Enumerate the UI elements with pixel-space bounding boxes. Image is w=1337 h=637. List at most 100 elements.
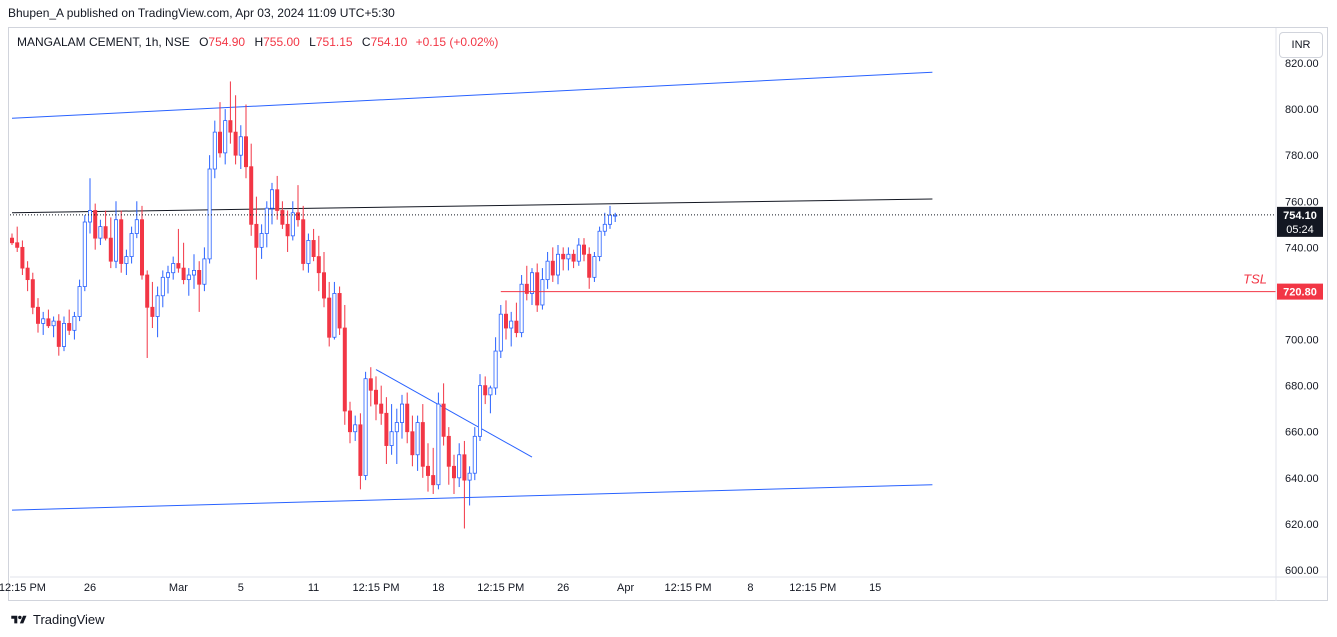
candle (243, 104, 248, 179)
candle-body (327, 297, 332, 338)
y-tick-label: 660.00 (1285, 427, 1319, 439)
candle (228, 81, 233, 144)
candle (51, 316, 56, 338)
candle-body (160, 276, 165, 297)
candle (249, 143, 254, 236)
candle (217, 102, 222, 158)
candle-body (514, 320, 519, 334)
candle (488, 385, 493, 414)
candle-body (254, 223, 259, 248)
candle (519, 275, 524, 338)
x-tick-label: 18 (432, 582, 444, 594)
candle (36, 298, 41, 333)
open-label: O (199, 35, 209, 49)
y-tick-label: 760.00 (1285, 196, 1319, 208)
y-tick-label: 780.00 (1285, 150, 1319, 162)
publish-line: Bhupen_A published on TradingView.com, A… (8, 6, 395, 20)
candle-body (124, 256, 129, 264)
x-tick-label: Mar (169, 582, 188, 594)
candle (608, 205, 613, 229)
candle-body (498, 313, 503, 352)
footer-brand-area: TradingView (10, 612, 105, 627)
candle (477, 374, 482, 441)
candle (259, 224, 264, 259)
candle-body (197, 270, 202, 285)
candle-body (613, 214, 618, 217)
candle-body (524, 283, 529, 294)
candle-body (389, 431, 394, 446)
candle (10, 233, 14, 246)
candle (145, 270, 150, 358)
candle (613, 212, 618, 223)
candle-body (306, 240, 311, 264)
candle (46, 309, 51, 329)
candle (353, 415, 358, 441)
candle (415, 415, 420, 471)
chart-legend: MANGALAM CEMENT, 1h, NSE O754.90 H755.00… (17, 35, 498, 49)
candle-body (20, 246, 25, 269)
candle (285, 210, 290, 252)
candle-body (155, 295, 160, 317)
candle-body (191, 270, 196, 276)
candle (431, 447, 436, 494)
candle-body (212, 131, 217, 170)
candle-body (561, 253, 566, 260)
candle-body (301, 219, 306, 264)
candle (389, 404, 394, 455)
y-tick-label: 740.00 (1285, 242, 1319, 254)
candle (20, 240, 25, 276)
candle (399, 394, 404, 439)
x-tick-label: 12:15 PM (352, 582, 399, 594)
candle (238, 125, 243, 170)
candle-body (30, 279, 35, 308)
candle-body (493, 350, 498, 389)
candle-body (259, 233, 264, 248)
candle (347, 401, 352, 444)
candle (592, 251, 597, 282)
candle (119, 210, 124, 273)
change-value: +0.15 (+0.02%) (415, 35, 499, 49)
candle (88, 178, 93, 234)
low-value: 751.15 (315, 35, 353, 49)
symbol-title: MANGALAM CEMENT, 1h, NSE (17, 35, 190, 49)
candle (582, 238, 587, 262)
candle (446, 427, 451, 485)
candle (483, 376, 488, 405)
candle-body (457, 454, 462, 479)
candle (171, 256, 176, 280)
candle (114, 201, 119, 269)
candle-body (275, 189, 280, 211)
high-value: 755.00 (263, 35, 300, 49)
candle-body (530, 272, 535, 294)
candle-body (587, 253, 592, 278)
candle-body (405, 403, 410, 433)
candle-body (519, 283, 524, 334)
y-tick-label: 620.00 (1285, 519, 1319, 531)
candle (269, 182, 274, 225)
candle (202, 247, 207, 292)
candle (124, 249, 129, 276)
candle-body (243, 136, 248, 168)
candle (472, 427, 477, 481)
candle-body (582, 244, 587, 255)
candle-body (321, 272, 326, 299)
candle-body (311, 240, 316, 257)
candle (379, 385, 384, 425)
candle-body (41, 318, 46, 324)
candle-body (62, 323, 67, 347)
currency-button[interactable]: INR (1279, 32, 1323, 58)
candle-body (420, 422, 425, 467)
candle-body (145, 274, 150, 308)
candle (41, 311, 46, 335)
candle (280, 201, 285, 229)
candle (139, 205, 144, 280)
candle-body (129, 233, 134, 257)
candle (290, 201, 295, 241)
candle (556, 245, 561, 285)
candle-body (488, 387, 493, 396)
candle-body (25, 267, 30, 281)
candle (62, 316, 67, 352)
candle (25, 261, 30, 292)
candle-body (290, 212, 295, 237)
